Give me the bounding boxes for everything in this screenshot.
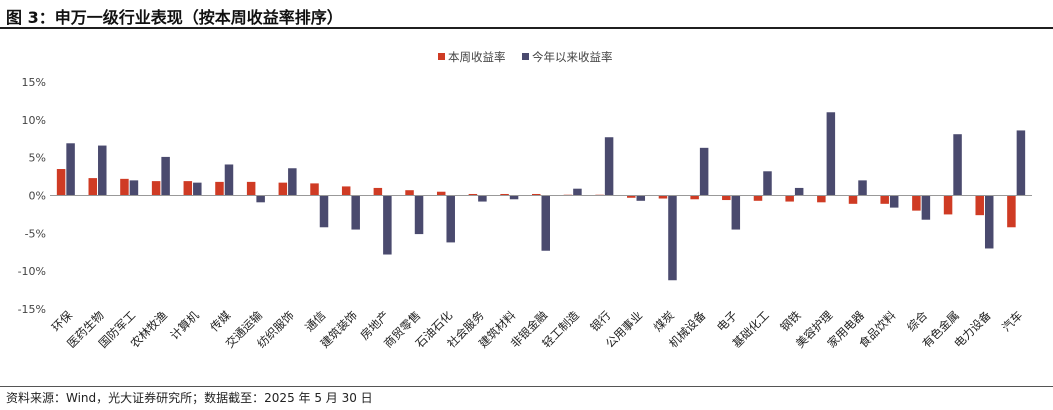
bar-ytd-8 (319, 195, 329, 228)
bar-week-6 (246, 181, 256, 196)
bars (56, 112, 1026, 281)
y-tick-label: 5% (29, 152, 46, 165)
bar-week-24 (817, 195, 826, 203)
bar-ytd-29 (984, 195, 994, 249)
figure-title: 图 3：申万一级行业表现（按本周收益率排序） (6, 8, 343, 27)
bar-ytd-18 (636, 195, 646, 201)
bar-week-19 (658, 195, 668, 199)
bar-ytd-2 (129, 180, 139, 196)
bar-ytd-4 (193, 182, 202, 196)
legend-swatch-0 (438, 53, 445, 60)
source-note: 资料来源：Wind，光大证券研究所；数据截至：2025 年 5 月 30 日 (6, 391, 373, 405)
bar-ytd-11 (414, 195, 424, 235)
bar-week-4 (183, 181, 193, 196)
bar-week-28 (943, 195, 953, 215)
bar-week-30 (1007, 195, 1016, 228)
bar-week-22 (753, 195, 763, 201)
bar-ytd-12 (446, 195, 455, 243)
bar-week-10 (373, 187, 383, 196)
bar-ytd-14 (509, 195, 519, 200)
bar-week-15 (532, 193, 541, 196)
bar-ytd-1 (98, 145, 107, 196)
bar-ytd-0 (66, 143, 75, 196)
bar-week-13 (468, 193, 478, 196)
bar-chart: 本周收益率 今年以来收益率 15% 10% 5% 0% -5% -10% -15% 环保医药生… (18, 50, 1032, 351)
bar-ytd-25 (858, 180, 867, 196)
category-label: 银行 (587, 308, 613, 334)
bar-week-8 (310, 183, 319, 196)
y-tick-label: 10% (22, 114, 46, 127)
y-tick-label: -5% (25, 227, 46, 240)
bar-ytd-20 (699, 147, 709, 196)
bar-week-2 (120, 178, 129, 196)
category-label: 传媒 (207, 308, 234, 335)
bar-ytd-7 (288, 168, 297, 196)
legend: 本周收益率 今年以来收益率 (438, 50, 613, 64)
bar-ytd-30 (1016, 130, 1026, 196)
category-label: 环保 (49, 308, 76, 335)
category-label: 汽车 (999, 308, 1025, 334)
bar-ytd-9 (351, 195, 360, 230)
bar-ytd-3 (161, 156, 170, 196)
bar-ytd-24 (826, 112, 836, 196)
bar-ytd-22 (763, 171, 772, 196)
bar-ytd-26 (889, 195, 899, 208)
y-tick-label: -10% (18, 265, 46, 278)
bar-ytd-6 (256, 195, 265, 203)
bar-week-1 (88, 178, 98, 196)
bar-ytd-13 (478, 195, 487, 202)
bar-ytd-27 (921, 195, 931, 220)
bar-week-5 (215, 181, 224, 196)
legend-swatch-1 (522, 53, 529, 60)
y-axis: 15% 10% 5% 0% -5% -10% -15% (18, 76, 46, 316)
bar-ytd-19 (668, 195, 677, 281)
bar-week-7 (278, 182, 288, 196)
bar-week-12 (436, 191, 446, 196)
bar-week-26 (880, 195, 889, 204)
bar-ytd-10 (383, 195, 392, 255)
category-label: 通信 (302, 308, 328, 334)
y-tick-label: 15% (22, 76, 46, 89)
y-tick-label: 0% (29, 190, 46, 203)
legend-label: 今年以来收益率 (532, 50, 613, 64)
bar-ytd-28 (953, 134, 962, 196)
bar-week-23 (785, 195, 794, 202)
bar-week-25 (848, 195, 858, 204)
bar-ytd-23 (794, 187, 804, 196)
category-label: 电子 (714, 308, 740, 334)
category-label: 计算机 (167, 308, 202, 343)
category-label: 综合 (904, 308, 931, 335)
category-label: 煤炭 (651, 308, 677, 334)
bar-week-11 (405, 190, 414, 196)
bar-week-18 (627, 195, 636, 198)
bar-ytd-17 (604, 137, 614, 196)
category-label: 钢铁 (777, 308, 804, 335)
y-tick-label: -15% (18, 303, 46, 316)
legend-label: 本周收益率 (448, 50, 506, 64)
bar-ytd-21 (731, 195, 741, 230)
bar-week-20 (690, 195, 699, 200)
bar-week-3 (151, 181, 161, 196)
title-rule (0, 27, 1053, 29)
bar-ytd-5 (224, 164, 234, 196)
bar-ytd-15 (541, 195, 550, 251)
bar-week-9 (341, 186, 351, 196)
bar-week-29 (975, 195, 984, 216)
source-rule (0, 386, 1053, 387)
bar-week-0 (56, 169, 66, 196)
bar-week-27 (912, 195, 921, 211)
bar-week-14 (500, 193, 509, 196)
bar-ytd-16 (573, 188, 582, 196)
bar-week-21 (722, 195, 731, 201)
